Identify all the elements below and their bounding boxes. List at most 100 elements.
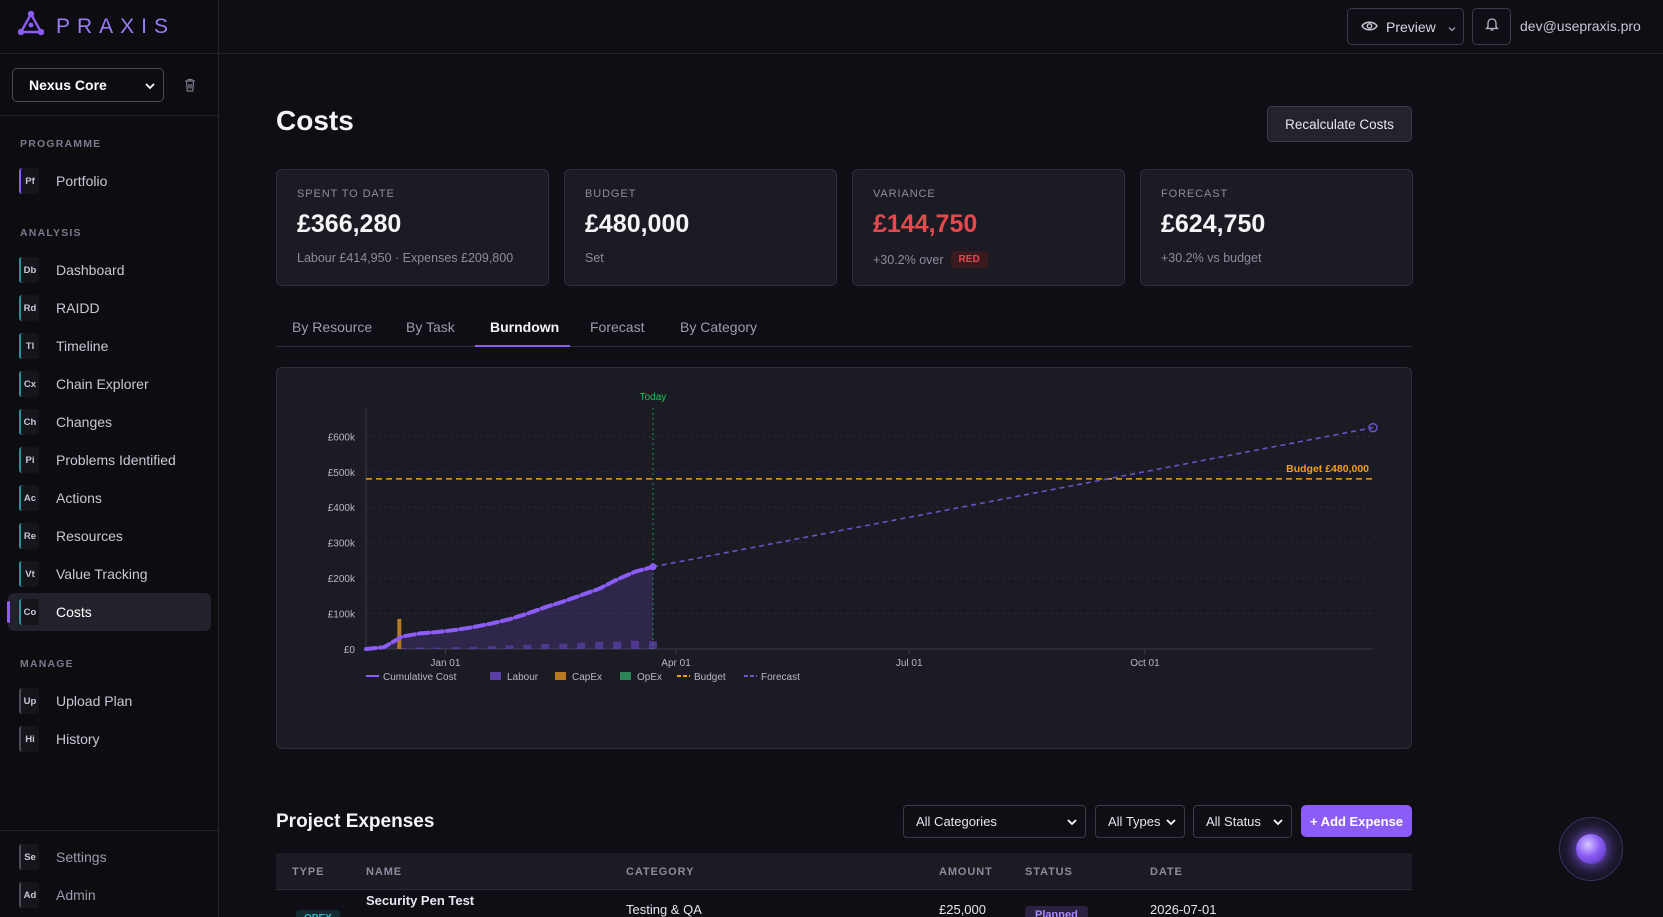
section-label-programme: PROGRAMME [20, 138, 102, 150]
status-filter[interactable]: All Status [1193, 805, 1292, 838]
sidebar-item-timeline[interactable]: Tl Timeline [8, 327, 211, 365]
y-tick-label: £500k [328, 468, 356, 479]
tab-by-resource[interactable]: By Resource [292, 319, 373, 335]
sidebar-item-label: Actions [56, 490, 102, 506]
sidebar-item-actions[interactable]: Ac Actions [8, 479, 211, 517]
recalculate-costs-button[interactable]: Recalculate Costs [1267, 106, 1412, 142]
card-subtext: Set [585, 251, 816, 265]
sidebar-item-costs[interactable]: Co Costs [7, 593, 211, 631]
labour-bar [487, 646, 496, 649]
labour-bar [559, 643, 568, 649]
preview-label: Preview [1386, 18, 1436, 35]
sidebar-item-admin[interactable]: Ad Admin [8, 876, 211, 914]
card-subtext-value: Set [585, 251, 604, 265]
brand[interactable]: PRAXIS [0, 0, 218, 54]
sidebar-item-label: Settings [56, 849, 107, 865]
project-select[interactable]: Nexus Core [12, 67, 164, 102]
sidebar-item-problems-identified[interactable]: Pi Problems Identified [8, 441, 211, 479]
chevron-down-icon [1067, 814, 1077, 829]
legend-swatch [555, 672, 566, 680]
bell-icon [1484, 16, 1499, 37]
chevron-down-icon [1273, 814, 1283, 829]
nav-code-badge: Re [19, 523, 39, 549]
column-header-date[interactable]: DATE [1150, 866, 1183, 878]
sidebar-item-label: Resources [56, 528, 123, 544]
budget-label: Budget £480,000 [1286, 463, 1369, 475]
nav-code-badge: Pi [19, 447, 39, 473]
sidebar-item-history[interactable]: Hi History [8, 720, 211, 758]
chevron-down-icon [1448, 19, 1456, 35]
sidebar-item-label: Chain Explorer [56, 376, 149, 392]
labour-bar [433, 647, 442, 649]
sidebar-item-chain-explorer[interactable]: Cx Chain Explorer [8, 365, 211, 403]
section-label-analysis: ANALYSIS [20, 227, 82, 239]
chevron-down-icon [1166, 814, 1176, 829]
sidebar-item-settings[interactable]: Se Settings [8, 838, 211, 876]
card-subtext: +30.2% over RED [873, 251, 1104, 268]
cumulative-cost-line [364, 564, 655, 651]
labour-bar [397, 647, 406, 649]
active-indicator [7, 601, 10, 623]
sidebar-item-dashboard[interactable]: Db Dashboard [8, 251, 211, 289]
card-value: £366,280 [297, 210, 402, 238]
expenses-title: Project Expenses [276, 811, 435, 832]
sidebar-item-upload-plan[interactable]: Up Upload Plan [8, 682, 211, 720]
column-header-status[interactable]: STATUS [1025, 866, 1073, 878]
sidebar-item-value-tracking[interactable]: Vt Value Tracking [8, 555, 211, 593]
sidebar-item-raidd[interactable]: Rd RAIDD [8, 289, 211, 327]
assistant-button[interactable] [1559, 817, 1623, 881]
tab-forecast[interactable]: Forecast [590, 319, 645, 335]
trash-icon[interactable] [182, 77, 198, 93]
card-label: FORECAST [1161, 188, 1229, 200]
card-value: £144,750 [873, 210, 978, 238]
type-filter[interactable]: All Types [1095, 805, 1185, 838]
nav-code-badge: Vt [19, 561, 39, 587]
nav-code-badge: Cx [19, 371, 39, 397]
active-tab-underline [475, 345, 570, 347]
expense-name: Security Pen Test [366, 893, 475, 908]
column-header-type[interactable]: TYPE [292, 866, 325, 878]
column-header-category[interactable]: CATEGORY [626, 866, 695, 878]
status-badge: RED [950, 251, 988, 268]
table-row[interactable]: OPEX Security Pen Test Testing & QA £25,… [276, 890, 1412, 917]
user-email[interactable]: dev@usepraxis.pro [1520, 18, 1641, 34]
add-expense-button[interactable]: + Add Expense [1301, 805, 1412, 837]
sidebar-item-label: Value Tracking [56, 566, 148, 582]
y-tick-label: £200k [328, 574, 356, 585]
category-filter[interactable]: All Categories [903, 805, 1086, 838]
preview-button[interactable]: Preview [1347, 8, 1464, 45]
project-select-value: Nexus Core [29, 76, 107, 93]
labour-bar [541, 644, 550, 649]
expense-amount: £25,000 [939, 902, 986, 917]
column-header-amount[interactable]: AMOUNT [939, 866, 993, 878]
sidebar-item-label: Dashboard [56, 262, 125, 278]
nav-code-badge: Pf [19, 168, 39, 194]
sidebar-item-portfolio[interactable]: Pf Portfolio [8, 162, 211, 200]
x-tick-label: Oct 01 [1130, 658, 1160, 669]
notifications-button[interactable] [1472, 8, 1511, 45]
labour-bar [648, 641, 657, 649]
legend-label: Labour [507, 672, 539, 683]
capex-bar [397, 618, 402, 649]
type-badge: OPEX [296, 910, 340, 917]
sidebar-item-resources[interactable]: Re Resources [8, 517, 211, 555]
sidebar-item-changes[interactable]: Ch Changes [8, 403, 211, 441]
card-label: VARIANCE [873, 188, 936, 200]
tab-by-category[interactable]: By Category [680, 319, 758, 335]
tab-burndown[interactable]: Burndown [490, 319, 560, 335]
project-selector-row: Nexus Core [0, 54, 218, 116]
card-subtext: +30.2% vs budget [1161, 251, 1392, 265]
sidebar-item-label: Problems Identified [56, 452, 176, 468]
column-header-name[interactable]: NAME [366, 866, 402, 878]
cumulative-end-point [649, 563, 657, 571]
legend-label: CapEx [572, 672, 602, 683]
tab-by-task[interactable]: By Task [406, 319, 455, 335]
y-tick-label: £600k [328, 432, 356, 443]
category-filter-value: All Categories [916, 814, 997, 829]
cumulative-area [366, 566, 653, 649]
labour-bar [505, 645, 514, 649]
nav-code-badge: Up [19, 688, 39, 714]
labour-bar [523, 644, 532, 649]
expense-category: Testing & QA [626, 902, 702, 917]
brand-name: PRAXIS [56, 14, 176, 38]
